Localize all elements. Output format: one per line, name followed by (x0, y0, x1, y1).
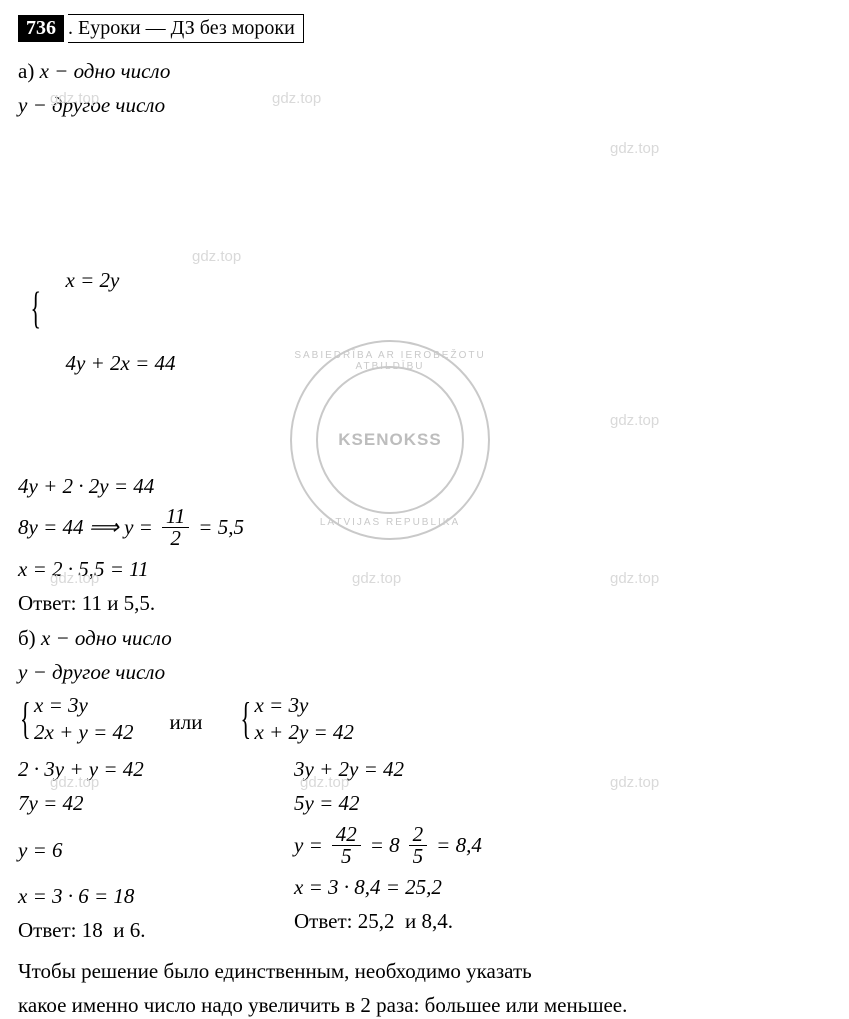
answer-b-left: Ответ: 18 и 6. (18, 916, 258, 944)
system-row: x = 2y (66, 267, 176, 293)
system-row: x = 3y (34, 692, 133, 718)
equation: 5y = 42 (294, 789, 482, 817)
fraction: 2 5 (409, 824, 428, 867)
system-row: 2x + y = 42 (34, 719, 133, 745)
part-b-label: б) x − одно число (18, 624, 831, 652)
equation: x = 2 · 5,5 = 11 (18, 555, 831, 583)
equation: y = 42 5 = 8 2 5 = 8,4 (294, 824, 482, 867)
part-b-work: 2 · 3y + y = 42 7y = 42 y = 6 x = 3 · 6 … (18, 755, 831, 951)
equation: 2 · 3y + y = 42 (18, 755, 258, 783)
fraction: 11 2 (162, 506, 189, 549)
equation: x = 3 · 8,4 = 25,2 (294, 873, 482, 901)
system-row: 4y + 2x = 44 (66, 350, 176, 376)
equation: 4y + 2 · 2y = 44 (18, 472, 831, 500)
part-b-systems: { x = 3y 2x + y = 42 или { x = 3y x + 2y… (18, 692, 831, 745)
equation: x = 3 · 6 = 18 (18, 882, 258, 910)
system-row: x + 2y = 42 (254, 719, 353, 745)
part-b-def-y: y − другое число (18, 658, 831, 686)
or-label: или (169, 710, 202, 735)
part-a-system: { x = 2y 4y + 2x = 44 (34, 126, 831, 462)
system-row: x = 3y (254, 692, 353, 718)
brace-icon: { (20, 693, 31, 745)
part-a-label: а) x − одно число (18, 57, 831, 85)
equation: y = 6 (18, 836, 258, 864)
fraction: 42 5 (332, 824, 361, 867)
equation: 7y = 42 (18, 789, 258, 817)
problem-number: 736 (18, 15, 64, 42)
header-text: . Еуроки — ДЗ без мороки (68, 14, 304, 43)
problem-header: 736 . Еуроки — ДЗ без мороки (18, 14, 304, 43)
equation: 8y = 44 ⟹ y = 11 2 = 5,5 (18, 506, 831, 549)
part-a-def-y: y − другое число (18, 91, 831, 119)
brace-icon: { (240, 693, 251, 745)
answer-a: Ответ: 11 и 5,5. (18, 589, 831, 617)
equation: 3y + 2y = 42 (294, 755, 482, 783)
conclusion-line: какое именно число надо увеличить в 2 ра… (18, 991, 831, 1019)
conclusion-line: Чтобы решение было единственным, необход… (18, 957, 831, 985)
brace-icon: { (31, 278, 42, 337)
answer-b-right: Ответ: 25,2 и 8,4. (294, 907, 482, 935)
